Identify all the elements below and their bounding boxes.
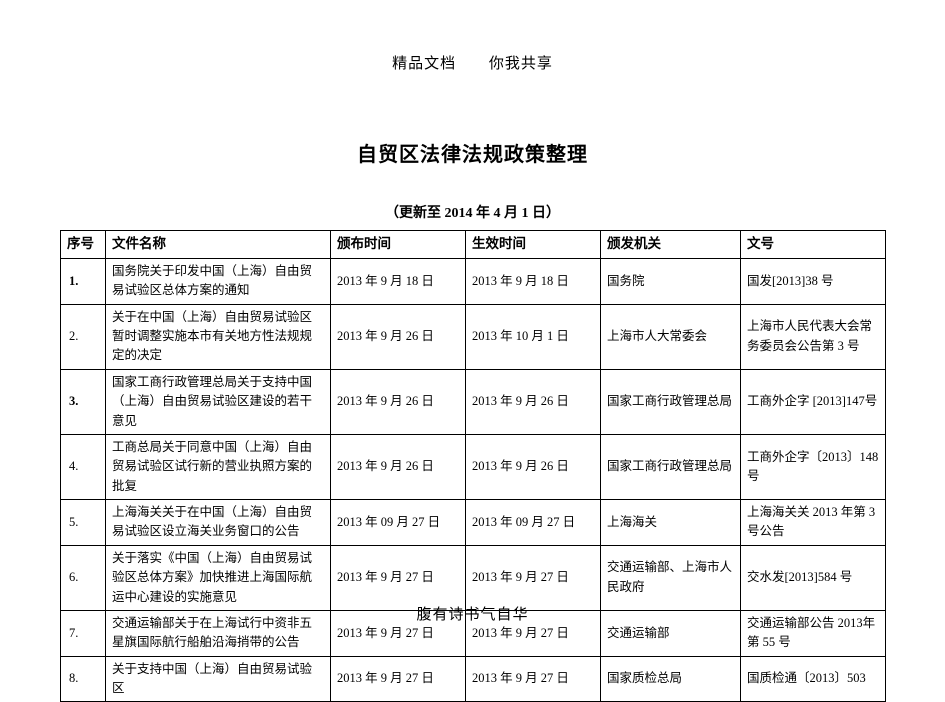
col-header-pub: 颁布时间 bbox=[331, 231, 466, 259]
col-header-idx: 序号 bbox=[61, 231, 106, 259]
cell-pub: 2013 年 9 月 18 日 bbox=[331, 258, 466, 304]
cell-idx: 8. bbox=[61, 656, 106, 702]
cell-pub: 2013 年 9 月 26 日 bbox=[331, 304, 466, 369]
cell-org: 上海市人大常委会 bbox=[601, 304, 741, 369]
cell-idx: 6. bbox=[61, 545, 106, 610]
cell-org: 国家工商行政管理总局 bbox=[601, 369, 741, 434]
table-body: 1.国务院关于印发中国（上海）自由贸易试验区总体方案的通知2013 年 9 月 … bbox=[61, 258, 886, 702]
cell-name: 工商总局关于同意中国（上海）自由贸易试验区试行新的营业执照方案的批复 bbox=[106, 434, 331, 499]
table-row: 4.工商总局关于同意中国（上海）自由贸易试验区试行新的营业执照方案的批复2013… bbox=[61, 434, 886, 499]
table-row: 3.国家工商行政管理总局关于支持中国（上海）自由贸易试验区建设的若干意见2013… bbox=[61, 369, 886, 434]
cell-idx: 5. bbox=[61, 500, 106, 546]
cell-doc: 工商外企字 [2013]147号 bbox=[741, 369, 886, 434]
table-row: 8.关于支持中国（上海）自由贸易试验区2013 年 9 月 27 日2013 年… bbox=[61, 656, 886, 702]
cell-idx: 4. bbox=[61, 434, 106, 499]
cell-doc: 国质检通〔2013〕503 bbox=[741, 656, 886, 702]
cell-pub: 2013 年 09 月 27 日 bbox=[331, 500, 466, 546]
cell-doc: 国发[2013]38 号 bbox=[741, 258, 886, 304]
col-header-org: 颁发机关 bbox=[601, 231, 741, 259]
cell-idx: 3. bbox=[61, 369, 106, 434]
cell-pub: 2013 年 9 月 27 日 bbox=[331, 545, 466, 610]
cell-pub: 2013 年 9 月 26 日 bbox=[331, 369, 466, 434]
cell-pub: 2013 年 9 月 27 日 bbox=[331, 656, 466, 702]
cell-name: 上海海关关于在中国（上海）自由贸易试验区设立海关业务窗口的公告 bbox=[106, 500, 331, 546]
cell-org: 上海海关 bbox=[601, 500, 741, 546]
cell-eff: 2013 年 9 月 26 日 bbox=[466, 434, 601, 499]
cell-name: 关于在中国（上海）自由贸易试验区暂时调整实施本市有关地方性法规规定的决定 bbox=[106, 304, 331, 369]
cell-idx: 1. bbox=[61, 258, 106, 304]
cell-eff: 2013 年 9 月 27 日 bbox=[466, 656, 601, 702]
col-header-eff: 生效时间 bbox=[466, 231, 601, 259]
header-left: 精品文档 bbox=[392, 56, 456, 72]
table-container: 序号 文件名称 颁布时间 生效时间 颁发机关 文号 1.国务院关于印发中国（上海… bbox=[60, 230, 885, 702]
cell-doc: 上海市人民代表大会常务委员会公告第 3 号 bbox=[741, 304, 886, 369]
cell-doc: 交水发[2013]584 号 bbox=[741, 545, 886, 610]
cell-org: 国家工商行政管理总局 bbox=[601, 434, 741, 499]
regulations-table: 序号 文件名称 颁布时间 生效时间 颁发机关 文号 1.国务院关于印发中国（上海… bbox=[60, 230, 886, 702]
page-header: 精品文档 你我共享 bbox=[0, 0, 945, 73]
col-header-name: 文件名称 bbox=[106, 231, 331, 259]
cell-doc: 上海海关关 2013 年第 3号公告 bbox=[741, 500, 886, 546]
cell-eff: 2013 年 9 月 18 日 bbox=[466, 258, 601, 304]
page-subtitle: （更新至 2014 年 4 月 1 日） bbox=[0, 202, 945, 222]
cell-org: 国务院 bbox=[601, 258, 741, 304]
page-title: 自贸区法律法规政策整理 bbox=[0, 138, 945, 167]
cell-name: 关于落实《中国（上海）自由贸易试验区总体方案》加快推进上海国际航运中心建设的实施… bbox=[106, 545, 331, 610]
cell-name: 关于支持中国（上海）自由贸易试验区 bbox=[106, 656, 331, 702]
cell-pub: 2013 年 9 月 26 日 bbox=[331, 434, 466, 499]
cell-org: 国家质检总局 bbox=[601, 656, 741, 702]
cell-name: 国家工商行政管理总局关于支持中国（上海）自由贸易试验区建设的若干意见 bbox=[106, 369, 331, 434]
col-header-doc: 文号 bbox=[741, 231, 886, 259]
table-row: 6.关于落实《中国（上海）自由贸易试验区总体方案》加快推进上海国际航运中心建设的… bbox=[61, 545, 886, 610]
table-row: 2.关于在中国（上海）自由贸易试验区暂时调整实施本市有关地方性法规规定的决定20… bbox=[61, 304, 886, 369]
table-row: 1.国务院关于印发中国（上海）自由贸易试验区总体方案的通知2013 年 9 月 … bbox=[61, 258, 886, 304]
cell-idx: 2. bbox=[61, 304, 106, 369]
table-header-row: 序号 文件名称 颁布时间 生效时间 颁发机关 文号 bbox=[61, 231, 886, 259]
cell-eff: 2013 年 9 月 26 日 bbox=[466, 369, 601, 434]
cell-eff: 2013 年 10 月 1 日 bbox=[466, 304, 601, 369]
cell-name: 国务院关于印发中国（上海）自由贸易试验区总体方案的通知 bbox=[106, 258, 331, 304]
cell-doc: 工商外企字〔2013〕148号 bbox=[741, 434, 886, 499]
page-footer: 腹有诗书气自华 bbox=[0, 603, 945, 624]
table-row: 5.上海海关关于在中国（上海）自由贸易试验区设立海关业务窗口的公告2013 年 … bbox=[61, 500, 886, 546]
cell-eff: 2013 年 09 月 27 日 bbox=[466, 500, 601, 546]
cell-eff: 2013 年 9 月 27 日 bbox=[466, 545, 601, 610]
cell-org: 交通运输部、上海市人民政府 bbox=[601, 545, 741, 610]
header-right: 你我共享 bbox=[489, 56, 553, 72]
